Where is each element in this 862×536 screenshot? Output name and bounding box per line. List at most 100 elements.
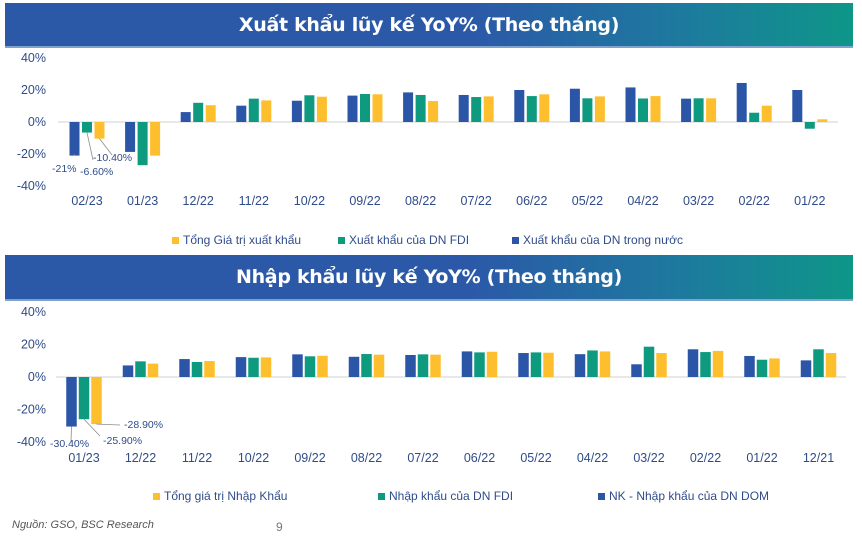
x-axis-category-label: 11/22 xyxy=(239,194,269,208)
x-axis-category-label: 09/22 xyxy=(294,451,325,465)
bar-group xyxy=(744,355,780,377)
legend-item-fdi-export: Xuất khẩu của DN FDI xyxy=(338,233,469,247)
bar-domestic xyxy=(236,105,247,122)
bar-group xyxy=(736,82,772,122)
legend-label-fdi-export: Xuất khẩu của DN FDI xyxy=(349,233,470,247)
bar-domestic xyxy=(403,92,414,122)
bar-total xyxy=(94,122,105,139)
x-axis-category-label: 07/22 xyxy=(461,194,492,208)
bar-total xyxy=(486,351,498,377)
legend-label-fdi-import: Nhập khẩu của DN FDI xyxy=(389,489,514,503)
bar-domestic xyxy=(235,357,247,377)
x-axis-category-label: 03/22 xyxy=(683,194,714,208)
bar-fdi xyxy=(191,362,203,377)
import-chart-title: Nhập khẩu lũy kế YoY% (Theo tháng) xyxy=(235,266,622,288)
y-axis-tick-label: -40% xyxy=(17,435,46,449)
bar-group xyxy=(403,92,439,122)
import-chart-legend: Tổng giá trị Nhập Khẩu Nhập khẩu của DN … xyxy=(0,487,862,507)
x-axis-category-label: 06/22 xyxy=(516,194,547,208)
x-axis-category-label: 03/22 xyxy=(633,451,664,465)
data-label: -10.40% xyxy=(93,152,132,164)
bar-total xyxy=(656,353,667,377)
bar-domestic xyxy=(736,82,747,122)
bar-fdi xyxy=(749,112,760,122)
bar-domestic xyxy=(348,356,360,377)
bar-fdi xyxy=(248,357,259,377)
x-axis-category-label: 07/22 xyxy=(407,451,438,465)
legend-swatch-total-icon xyxy=(153,492,160,500)
legend-item-total-import: Tổng giá trị Nhập Khẩu xyxy=(153,489,287,503)
bar-total xyxy=(372,94,383,122)
import-chart-title-banner: Nhập khẩu lũy kế YoY% (Theo tháng) xyxy=(5,255,853,301)
bar-group xyxy=(687,349,724,377)
bar-group xyxy=(514,90,550,122)
bar-domestic xyxy=(687,349,699,377)
bar-group xyxy=(569,88,605,122)
bar-domestic xyxy=(744,355,755,377)
bar-domestic xyxy=(792,90,803,122)
legend-item-total-export: Tổng Giá trị xuất khẩu xyxy=(172,233,301,247)
legend-swatch-domestic-icon xyxy=(512,236,519,244)
legend-item-domestic-import: NK - Nhập khẩu của DN DOM xyxy=(598,489,769,503)
legend-swatch-domestic-icon xyxy=(598,492,605,500)
bar-group xyxy=(235,357,272,377)
legend-label-total-import: Tổng giá trị Nhập Khẩu xyxy=(164,489,288,503)
bar-group xyxy=(180,102,216,122)
bar-total xyxy=(769,358,780,377)
export-chart-legend: Tổng Giá trị xuất khẩu Xuất khẩu của DN … xyxy=(0,231,862,251)
bar-domestic xyxy=(66,377,77,427)
legend-swatch-fdi-icon xyxy=(338,236,345,244)
bar-group xyxy=(518,352,554,377)
bar-domestic xyxy=(405,354,416,377)
x-axis-category-label: 12/21 xyxy=(803,451,834,465)
bar-domestic xyxy=(625,87,636,122)
bar-group xyxy=(631,346,667,377)
bar-fdi xyxy=(693,98,704,122)
data-label-leader-line xyxy=(70,426,72,443)
bar-group xyxy=(236,98,272,122)
export-chart-title: Xuất khẩu lũy kế YoY% (Theo tháng) xyxy=(238,13,620,36)
bar-fdi xyxy=(193,102,204,122)
bar-total xyxy=(706,98,717,122)
y-axis-tick-label: 40% xyxy=(21,305,46,319)
x-axis-category-label: 10/22 xyxy=(294,194,325,208)
export-yoy-bar-chart: 40% 20% 0% -20% -40% 02/23 01/23 12/22 11/22 10/2… xyxy=(0,48,862,228)
bar-total xyxy=(599,351,611,377)
bar-total xyxy=(260,357,272,377)
bar-total xyxy=(316,96,327,122)
bar-fdi xyxy=(700,352,711,377)
x-axis-category-label: 12/22 xyxy=(183,194,214,208)
legend-item-fdi-import: Nhập khẩu của DN FDI xyxy=(378,489,513,503)
y-axis-tick-label: 20% xyxy=(21,83,46,97)
bar-total xyxy=(373,354,385,377)
export-chart-title-banner: Xuất khẩu lũy kế YoY% (Theo tháng) xyxy=(5,3,853,48)
bar-total xyxy=(594,96,605,122)
bar-fdi xyxy=(361,354,372,377)
y-axis-tick-label: 40% xyxy=(21,51,46,65)
bar-fdi xyxy=(78,377,90,420)
bar-fdi xyxy=(587,350,598,377)
data-label-leader-line xyxy=(86,132,94,161)
bar-domestic xyxy=(518,353,529,377)
data-label: -30.40% xyxy=(50,438,89,450)
bar-domestic xyxy=(800,360,812,377)
bar-group xyxy=(348,354,385,377)
data-label-leader-line xyxy=(96,423,121,426)
x-axis-category-label: 05/22 xyxy=(520,451,551,465)
legend-item-domestic-export: Xuất khẩu của DN trong nước xyxy=(512,233,683,247)
bar-domestic xyxy=(514,90,525,122)
bar-total xyxy=(204,361,215,377)
bar-total xyxy=(317,355,328,377)
bar-domestic xyxy=(122,365,134,377)
bar-fdi xyxy=(526,96,537,122)
bar-fdi xyxy=(530,352,542,377)
data-label: -28.90% xyxy=(124,419,163,431)
bar-group xyxy=(800,349,837,377)
x-axis-category-label: 09/22 xyxy=(349,194,380,208)
bar-group xyxy=(405,354,441,377)
bar-fdi xyxy=(813,349,824,377)
x-axis-category-label: 08/22 xyxy=(405,194,436,208)
bar-group xyxy=(792,90,828,129)
data-label-leader-line xyxy=(83,418,101,437)
source-note: Nguồn: GSO, BSC Research xyxy=(12,519,154,531)
